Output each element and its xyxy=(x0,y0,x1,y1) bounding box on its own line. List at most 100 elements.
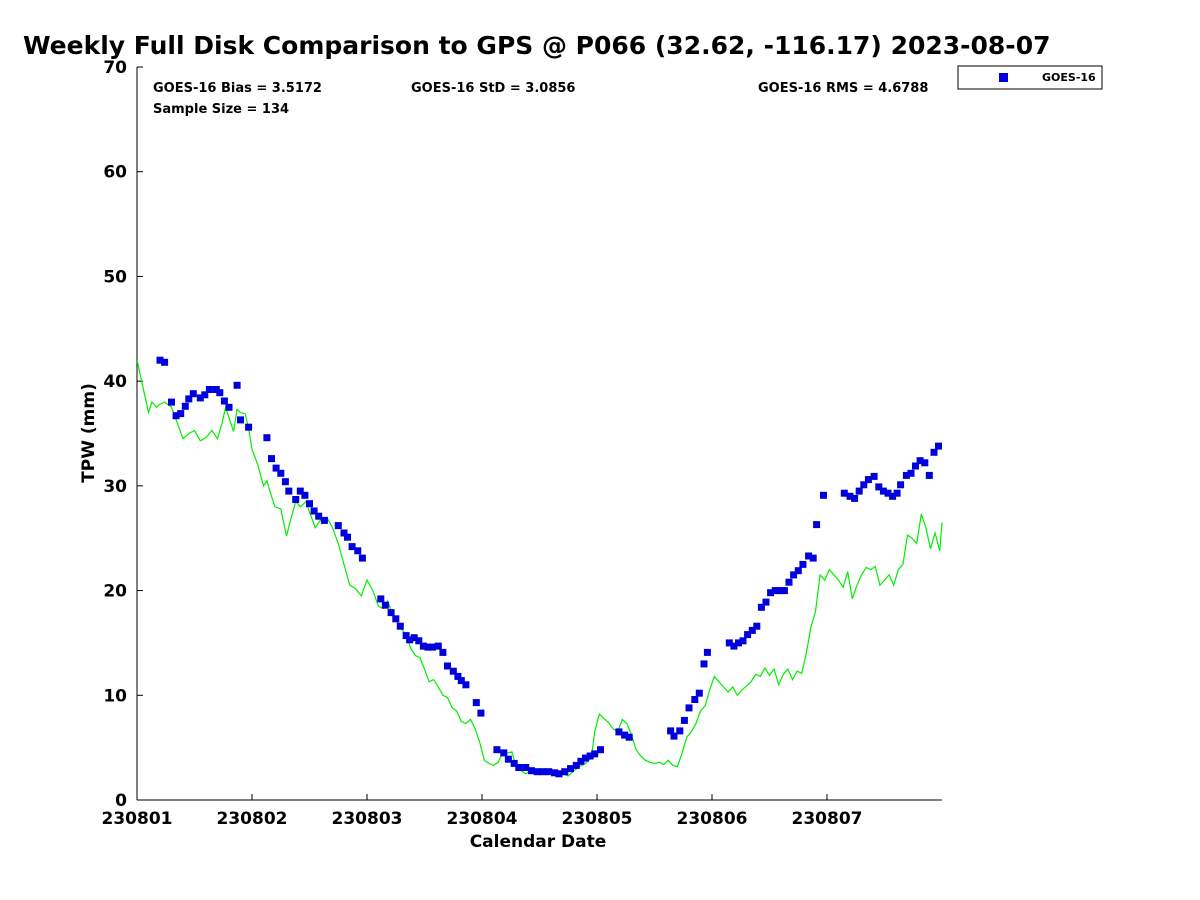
goes-data-point xyxy=(762,598,770,606)
legend-marker-goes xyxy=(999,73,1008,82)
goes-data-point xyxy=(444,662,451,670)
y-tick-label: 60 xyxy=(103,163,127,183)
goes-data-point xyxy=(406,636,414,644)
goes-data-point xyxy=(315,512,323,520)
goes-data-point xyxy=(281,478,289,486)
goes-data-point xyxy=(402,632,410,640)
goes-data-point xyxy=(225,403,233,411)
goes-data-point xyxy=(925,471,933,479)
goes-data-point xyxy=(156,356,164,364)
goes-data-point xyxy=(292,496,300,503)
goes-data-point xyxy=(415,637,423,645)
goes-data-point xyxy=(504,755,512,763)
y-tick-label: 50 xyxy=(103,267,127,287)
chart-title: Weekly Full Disk Comparison to GPS @ P06… xyxy=(23,31,1050,60)
x-tick-label: 230806 xyxy=(677,809,748,829)
goes-data-point xyxy=(500,749,508,757)
goes-data-point xyxy=(935,442,942,450)
goes-data-point xyxy=(181,402,189,410)
x-tick-label: 230802 xyxy=(217,809,288,829)
goes-data-point xyxy=(172,412,180,420)
goes-data-point xyxy=(344,533,351,541)
goes-data-point xyxy=(216,389,224,397)
goes-data-point xyxy=(515,764,523,771)
goes-data-point xyxy=(296,487,304,495)
goes-data-point xyxy=(551,769,558,777)
goes-data-point xyxy=(691,696,699,703)
goes-data-point xyxy=(358,554,366,562)
goes-data-point xyxy=(320,516,328,524)
goes-series-points xyxy=(156,356,942,778)
goes-data-point xyxy=(555,770,563,778)
gps-series-line xyxy=(137,360,943,777)
goes-data-point xyxy=(340,529,348,537)
goes-data-point xyxy=(177,410,185,418)
x-tick-label: 230807 xyxy=(792,809,863,829)
goes-data-point xyxy=(794,567,802,575)
goes-data-point xyxy=(454,672,462,680)
x-ticks: 230801 230802 230803 230804 230805 230806 2308… xyxy=(102,794,863,829)
goes-data-point xyxy=(419,642,427,650)
y-tick-label: 10 xyxy=(103,686,127,706)
goes-data-point xyxy=(870,472,878,480)
legend: GOES-16 xyxy=(957,65,1103,90)
goes-data-point xyxy=(462,681,470,689)
goes-data-point xyxy=(392,615,400,623)
legend-label-goes: GOES-16 xyxy=(1042,71,1096,84)
y-ticks: 0 10 20 30 40 50 60 70 xyxy=(103,58,143,811)
goes-data-point xyxy=(545,768,553,776)
goes-data-point xyxy=(840,489,848,497)
y-tick-label: 20 xyxy=(103,582,127,602)
goes-data-point xyxy=(685,704,693,712)
legend-box xyxy=(957,65,1103,90)
goes-data-point xyxy=(528,767,535,775)
goes-data-point xyxy=(621,731,629,739)
goes-data-point xyxy=(930,448,938,456)
goes-data-point xyxy=(237,416,244,424)
goes-data-point xyxy=(567,765,574,773)
goes-data-point xyxy=(703,648,711,656)
x-tick-label: 230805 xyxy=(562,809,633,829)
goes-data-point xyxy=(813,521,821,529)
goes-data-point xyxy=(354,547,362,555)
goes-data-point xyxy=(493,746,501,754)
goes-data-point xyxy=(561,768,569,776)
goes-data-point xyxy=(439,648,447,656)
goes-data-point xyxy=(921,459,929,467)
goes-data-point xyxy=(676,727,684,735)
goes-data-point xyxy=(785,578,793,586)
goes-data-point xyxy=(348,543,356,551)
plot-area xyxy=(136,66,943,801)
goes-data-point xyxy=(277,469,285,477)
x-tick-label: 230804 xyxy=(447,809,518,829)
goes-data-point xyxy=(757,603,765,611)
goes-data-point xyxy=(725,639,733,647)
sample-size-stat: Sample Size = 134 xyxy=(153,102,289,117)
y-tick-label: 40 xyxy=(103,372,127,392)
goes-data-point xyxy=(533,768,541,776)
goes-data-point xyxy=(780,587,788,595)
goes-data-point xyxy=(434,642,442,650)
goes-data-point xyxy=(700,660,708,668)
goes-data-point xyxy=(220,397,228,405)
goes-data-point xyxy=(860,481,868,489)
y-tick-label: 70 xyxy=(103,58,127,78)
goes-data-point xyxy=(285,487,293,495)
goes-data-point xyxy=(809,554,817,562)
goes-data-point xyxy=(334,522,342,530)
goes-data-point xyxy=(820,491,827,499)
rms-stat: GOES-16 RMS = 4.6788 xyxy=(758,81,928,96)
goes-data-point xyxy=(799,560,807,568)
goes-data-point xyxy=(586,752,594,760)
goes-data-point xyxy=(539,768,547,776)
goes-data-point xyxy=(753,622,761,630)
goes-data-point xyxy=(201,391,209,399)
goes-data-point xyxy=(577,757,585,765)
goes-data-point xyxy=(306,500,313,508)
y-tick-label: 30 xyxy=(103,477,127,497)
goes-data-point xyxy=(680,716,688,724)
goes-data-point xyxy=(916,457,924,465)
goes-data-point xyxy=(805,552,813,560)
goes-data-point xyxy=(196,394,204,402)
